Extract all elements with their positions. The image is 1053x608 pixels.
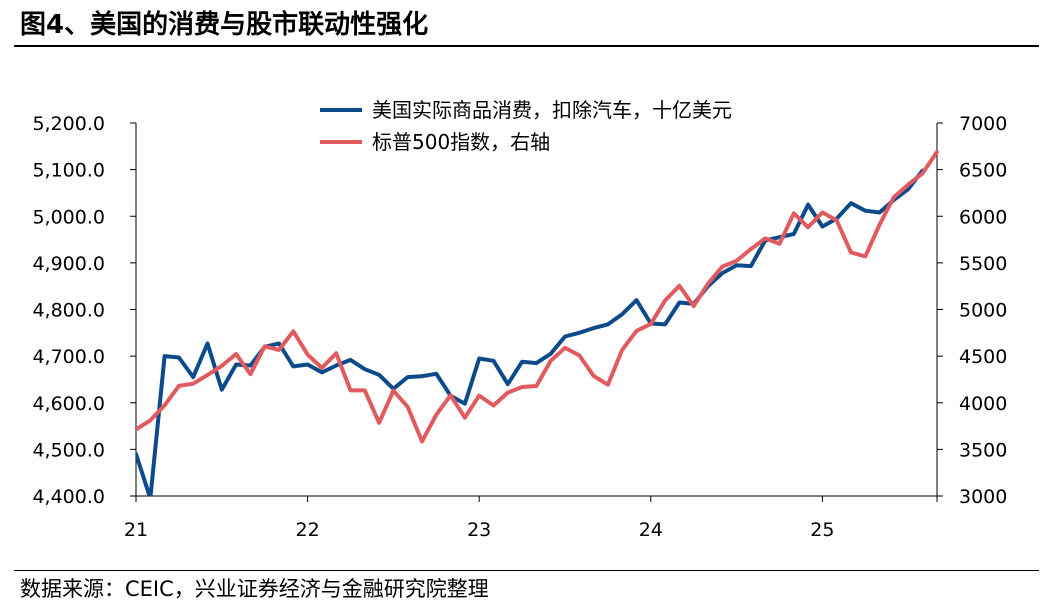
right-tick-label: 6500 [959,160,1007,182]
x-tick-label: 22 [296,519,320,541]
left-tick-label: 4,500.0 [32,439,105,461]
left-tick-label: 4,800.0 [32,300,105,322]
consumption-series-line [136,168,925,496]
left-y-axis: 4,400.0 4,500.0 4,600.0 4,700.0 4,800.0 4,900… [32,113,137,508]
right-tick-label: 4500 [959,346,1007,368]
right-tick-label: 7000 [959,113,1007,135]
left-tick-label: 4,400.0 [32,486,105,508]
left-tick-label: 5,100.0 [32,160,105,182]
left-tick-label: 5,200.0 [32,113,105,135]
source-note: 数据来源：CEIC，兴业证券经济与金融研究院整理 [20,577,489,601]
right-tick-label: 6000 [959,206,1007,228]
sp500-series-line [136,150,939,444]
left-tick-label: 4,900.0 [32,253,105,275]
x-axis: 21 22 23 24 25 [124,495,938,541]
x-tick-label: 24 [639,519,663,541]
title-rule [14,45,1039,47]
right-tick-label: 3000 [959,486,1007,508]
legend-label-consumption: 美国实际商品消费，扣除汽车，十亿美元 [372,98,732,122]
x-tick-label: 23 [467,519,491,541]
left-tick-label: 4,700.0 [32,346,105,368]
right-tick-label: 4000 [959,393,1007,415]
right-y-axis: 3000 3500 4000 4500 5000 5500 6000 6500 7000 [936,113,1007,508]
series-lines [136,150,939,496]
right-tick-label: 5000 [959,300,1007,322]
right-tick-label: 3500 [959,439,1007,461]
legend-label-sp500: 标普500指数，右轴 [372,130,550,154]
x-tick-label: 21 [124,519,148,541]
chart-title: 图4、美国的消费与股市联动性强化 [20,10,429,40]
source-rule [14,570,1039,571]
x-tick-label: 25 [810,519,834,541]
left-tick-label: 5,000.0 [32,206,105,228]
left-tick-label: 4,600.0 [32,393,105,415]
right-tick-label: 5500 [959,253,1007,275]
